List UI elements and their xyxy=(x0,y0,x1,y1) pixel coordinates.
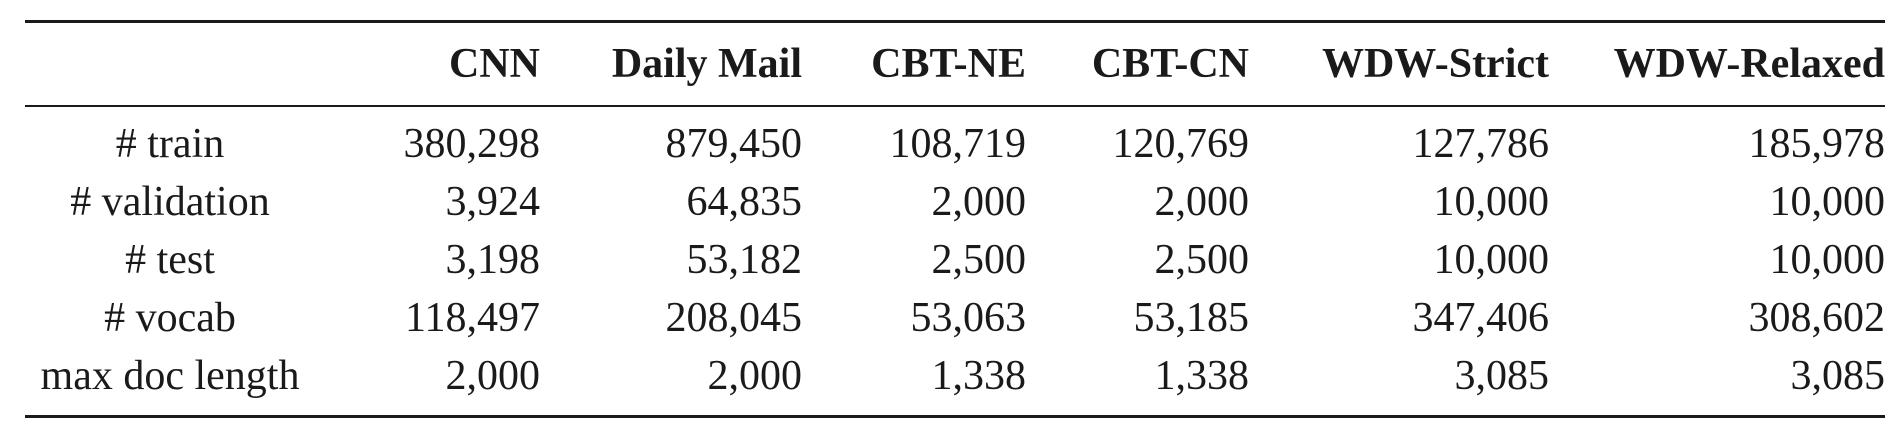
table-cell: 2,000 xyxy=(931,179,1027,225)
row-label: # train xyxy=(115,121,225,167)
table-cell: 10,000 xyxy=(1433,179,1550,225)
row-label: # test xyxy=(125,237,215,283)
table-cell: 185,978 xyxy=(1748,121,1886,167)
column-header-cbt-cn: CBT-CN xyxy=(1091,41,1249,87)
table-cell: 53,182 xyxy=(686,237,803,283)
table-row-max-doc-length: max doc length 2,000 2,000 1,338 1,338 3… xyxy=(25,347,1885,415)
table-cell: 1,338 xyxy=(931,353,1027,399)
table-cell: 10,000 xyxy=(1433,237,1550,283)
table-cell: 208,045 xyxy=(665,295,803,341)
header-rule xyxy=(25,105,1885,107)
table-cell: 2,500 xyxy=(931,237,1027,283)
table-cell: 380,298 xyxy=(403,121,541,167)
row-label: max doc length xyxy=(40,353,300,399)
table-cell: 120,769 xyxy=(1112,121,1250,167)
column-header-cnn: CNN xyxy=(449,41,540,87)
table-cell: 53,063 xyxy=(910,295,1027,341)
table-row-vocab: # vocab 118,497 208,045 53,063 53,185 34… xyxy=(25,289,1885,347)
dataset-statistics-table-wrapper: CNN Daily Mail CBT-NE CBT-CN WDW-Strict … xyxy=(25,20,1885,418)
table-cell: 308,602 xyxy=(1748,295,1886,341)
table-row-test: # test 3,198 53,182 2,500 2,500 10,000 1… xyxy=(25,231,1885,289)
column-header-cbt-ne: CBT-NE xyxy=(871,41,1026,87)
table-cell: 2,500 xyxy=(1154,237,1250,283)
table-cell: 2,000 xyxy=(1154,179,1250,225)
column-header-wdw-relaxed: WDW-Relaxed xyxy=(1613,41,1885,87)
table-row-validation: # validation 3,924 64,835 2,000 2,000 10… xyxy=(25,173,1885,231)
bottom-rule xyxy=(25,415,1885,418)
table-cell: 10,000 xyxy=(1769,179,1886,225)
row-label: # vocab xyxy=(104,295,236,341)
table-cell: 108,719 xyxy=(889,121,1027,167)
table-cell: 1,338 xyxy=(1154,353,1250,399)
header-row: CNN Daily Mail CBT-NE CBT-CN WDW-Strict … xyxy=(25,23,1885,105)
table-cell: 3,085 xyxy=(1454,353,1550,399)
dataset-statistics-body: # train 380,298 879,450 108,719 120,769 … xyxy=(25,107,1885,415)
table-row-train: # train 380,298 879,450 108,719 120,769 … xyxy=(25,107,1885,173)
table-cell: 879,450 xyxy=(665,121,803,167)
table-cell: 64,835 xyxy=(686,179,803,225)
table-cell: 3,198 xyxy=(445,237,541,283)
top-rule xyxy=(25,20,1885,23)
column-header-daily-mail: Daily Mail xyxy=(611,41,802,87)
table-cell: 2,000 xyxy=(445,353,541,399)
column-header-stub xyxy=(25,23,315,105)
table-cell: 3,924 xyxy=(445,179,541,225)
table-cell: 127,786 xyxy=(1412,121,1550,167)
table-cell: 347,406 xyxy=(1412,295,1550,341)
dataset-statistics-table: CNN Daily Mail CBT-NE CBT-CN WDW-Strict … xyxy=(25,23,1885,105)
table-cell: 53,185 xyxy=(1133,295,1250,341)
table-cell: 3,085 xyxy=(1790,353,1886,399)
column-header-wdw-strict: WDW-Strict xyxy=(1321,41,1549,87)
table-cell: 118,497 xyxy=(405,295,540,341)
table-cell: 2,000 xyxy=(707,353,803,399)
row-label: # validation xyxy=(70,179,270,225)
table-cell: 10,000 xyxy=(1769,237,1886,283)
